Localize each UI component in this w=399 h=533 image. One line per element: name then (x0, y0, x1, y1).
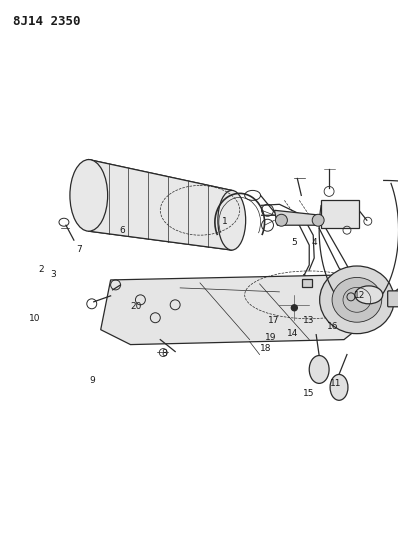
Text: 3: 3 (50, 270, 56, 279)
Ellipse shape (309, 356, 329, 383)
Text: 15: 15 (303, 389, 314, 398)
FancyBboxPatch shape (388, 291, 399, 307)
Text: 8J14 2350: 8J14 2350 (13, 15, 81, 28)
Circle shape (291, 305, 297, 311)
Text: 11: 11 (330, 378, 342, 387)
Text: 18: 18 (260, 344, 272, 353)
Ellipse shape (70, 159, 108, 231)
Polygon shape (89, 159, 232, 250)
Text: 9: 9 (90, 376, 95, 385)
Text: 12: 12 (354, 291, 365, 300)
Text: 13: 13 (303, 316, 314, 325)
Text: 16: 16 (326, 322, 338, 331)
Ellipse shape (320, 266, 394, 334)
FancyBboxPatch shape (302, 279, 312, 287)
Text: 5: 5 (292, 238, 298, 247)
Polygon shape (275, 211, 321, 225)
Text: 17: 17 (268, 316, 280, 325)
Text: 2: 2 (38, 265, 44, 273)
Text: 8: 8 (161, 350, 167, 359)
Text: 20: 20 (130, 302, 142, 311)
Text: 14: 14 (287, 329, 298, 338)
Text: 4: 4 (312, 238, 317, 247)
FancyBboxPatch shape (321, 200, 359, 228)
Ellipse shape (218, 190, 246, 250)
Text: 19: 19 (265, 333, 277, 342)
Text: 10: 10 (29, 314, 41, 323)
Text: 1: 1 (222, 217, 228, 226)
Circle shape (312, 214, 324, 226)
Circle shape (275, 214, 287, 226)
Ellipse shape (330, 375, 348, 400)
Text: 7: 7 (76, 245, 81, 254)
Ellipse shape (332, 278, 382, 322)
Polygon shape (101, 275, 369, 345)
Text: 6: 6 (119, 227, 125, 236)
Ellipse shape (355, 286, 383, 304)
